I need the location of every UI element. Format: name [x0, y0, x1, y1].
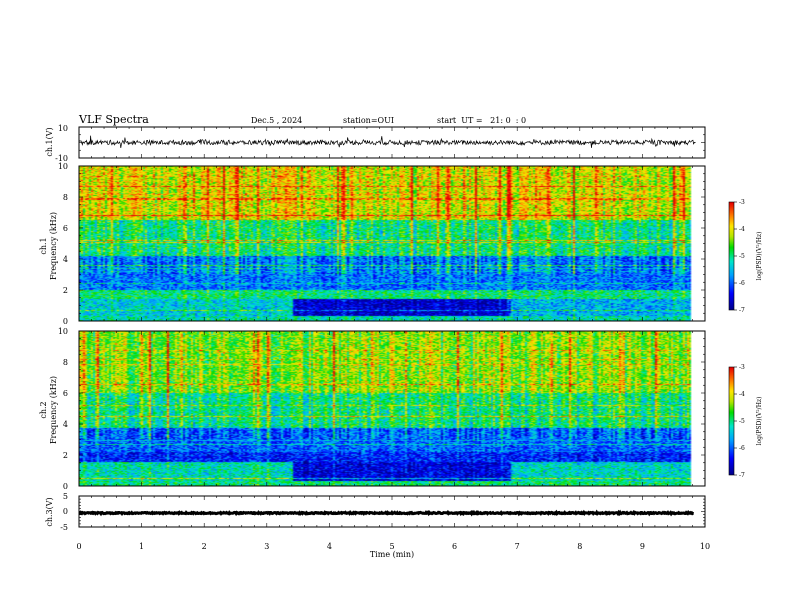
ch1-ytick-top: 10 [58, 124, 68, 133]
colorbar-ch1: -3 -4 -5 -6 -7 log(PSD)(V²/Hz) [728, 199, 763, 314]
frequency-tick-label: 0 [63, 482, 68, 491]
ch1-spectrogram-ticks [78, 165, 706, 322]
station-label: station=OUI [343, 116, 394, 125]
frequency-tick-label: 0 [63, 317, 68, 326]
time-tick-label: 3 [264, 542, 269, 551]
colorbar-ch1-tick-label: -6 [739, 280, 745, 287]
colorbar-ch1-gradient [729, 202, 734, 310]
colorbar-ch2-tick-label: -7 [739, 472, 745, 479]
time-tick-label: 7 [515, 542, 520, 551]
time-tick-label: 4 [327, 542, 332, 551]
time-tick-label: 5 [389, 542, 394, 551]
ch3-waveform-panel: 5 0 -5 ch.3(V) 0 1 2 3 4 5 6 7 8 9 10 Time (min) [45, 492, 710, 559]
frequency-tick-label: 2 [63, 451, 68, 460]
time-tick-label: 2 [202, 542, 207, 551]
colorbar-ch2-label: log(PSD)(V²/Hz) [756, 397, 763, 446]
frequency-tick-label: 6 [63, 389, 68, 398]
ch1-spectrogram-panel: 0 2 4 6 8 10 ch.1 Frequency (kHz) [39, 162, 706, 326]
colorbar-ch2: -3 -4 -5 -6 -7 log(PSD)(V²/Hz) [728, 364, 763, 479]
colorbar-ch1-tick-label: -4 [739, 226, 745, 233]
colorbar-ch2-tick-label: -6 [739, 445, 745, 452]
ch1-waveform-panel: 10 -10 ch.1(V) [45, 124, 706, 163]
time-axis-label: Time (min) [370, 550, 414, 559]
waveform-line [78, 509, 694, 517]
frequency-tick-label: 2 [63, 286, 68, 295]
ch1-frequency-tick-labels: 0 2 4 6 8 10 [58, 162, 68, 326]
ch3-waveform-trace [78, 509, 694, 517]
ch2-spectrogram-panel: 0 2 4 6 8 10 ch.2 Frequency (kHz) [39, 327, 706, 491]
colorbar-ch2-tick-label: -5 [739, 418, 745, 425]
ch2-frequency-ylabel: Frequency (kHz) [49, 376, 58, 444]
ch2-frequency-tick-labels: 0 2 4 6 8 10 [58, 327, 68, 491]
ch3-waveform-ticks [78, 495, 706, 528]
time-axis-tick-labels: 0 1 2 3 4 5 6 7 8 9 10 [76, 542, 710, 551]
ch1-spectrogram-heatmap [79, 166, 705, 321]
date-label: Dec.5 , 2024 [251, 116, 302, 125]
ch2-spectrogram-heatmap [79, 331, 705, 486]
colorbar-ch2-gradient [729, 367, 734, 475]
start-time-label: start UT = 21: 0 : 0 [437, 116, 526, 125]
frequency-tick-label: 10 [58, 327, 68, 336]
colorbar-ch2-ticks: -3 -4 -5 -6 -7 [734, 364, 745, 479]
colorbar-ch1-label: log(PSD)(V²/Hz) [756, 232, 763, 281]
time-tick-label: 6 [452, 542, 457, 551]
colorbar-ch2-tick-label: -4 [739, 391, 745, 398]
ch1-waveform-ticks [78, 126, 706, 159]
ch3-ytick-bottom: -5 [60, 523, 68, 532]
frequency-tick-label: 6 [63, 224, 68, 233]
ch1-waveform-ylabel: ch.1(V) [45, 127, 54, 156]
ch1-ytick-bottom: -10 [55, 154, 68, 163]
ch2-spectrogram-ticks [78, 330, 706, 487]
ch3-ytick-top: 5 [63, 492, 68, 501]
frequency-tick-label: 10 [58, 162, 68, 171]
frequency-tick-label: 8 [63, 358, 68, 367]
frequency-tick-label: 8 [63, 193, 68, 202]
ch1-channel-label: ch.1 [39, 237, 48, 254]
ch3-ytick-middle: 0 [63, 507, 68, 516]
colorbar-ch1-tick-label: -7 [739, 307, 745, 314]
time-tick-label: 8 [577, 542, 582, 551]
time-tick-label: 10 [700, 542, 710, 551]
time-tick-label: 9 [640, 542, 645, 551]
colorbar-ch1-tick-label: -3 [739, 199, 745, 206]
ch2-channel-label: ch.2 [39, 401, 48, 418]
frequency-tick-label: 4 [63, 255, 68, 264]
figure-title: VLF Spectra [78, 113, 149, 126]
waveform-line [78, 135, 696, 149]
colorbar-ch1-tick-label: -5 [739, 253, 745, 260]
ch1-waveform-trace [78, 135, 696, 149]
frequency-tick-label: 4 [63, 420, 68, 429]
colorbar-ch2-tick-label: -3 [739, 364, 745, 371]
time-tick-label: 0 [76, 542, 81, 551]
ch1-frequency-ylabel: Frequency (kHz) [49, 212, 58, 280]
time-tick-label: 1 [139, 542, 144, 551]
ch3-waveform-ylabel: ch.3(V) [45, 497, 54, 526]
colorbar-ch1-ticks: -3 -4 -5 -6 -7 [734, 199, 745, 314]
